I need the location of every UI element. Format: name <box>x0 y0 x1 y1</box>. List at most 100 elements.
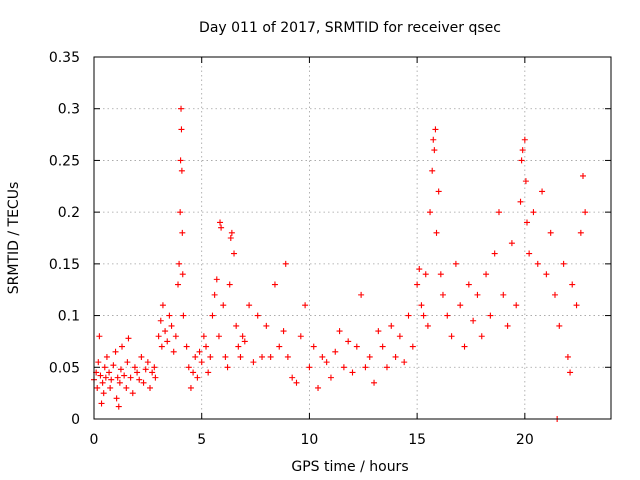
data-point <box>200 333 207 340</box>
data-point <box>142 366 149 373</box>
data-point <box>297 333 304 340</box>
data-point <box>517 198 524 205</box>
data-point <box>218 224 225 231</box>
data-point <box>500 291 507 298</box>
data-point <box>435 188 442 195</box>
data-point <box>213 276 220 283</box>
data-point <box>319 353 326 360</box>
data-point <box>180 312 187 319</box>
data-point <box>409 343 416 350</box>
data-point <box>226 281 233 288</box>
data-point <box>237 353 244 360</box>
data-point <box>123 384 130 391</box>
data-point <box>220 302 227 309</box>
chart-title: Day 011 of 2017, SRMTID for receiver qse… <box>199 20 501 36</box>
data-point <box>519 147 526 154</box>
data-point <box>140 379 147 386</box>
data-point <box>530 209 537 216</box>
data-point <box>155 333 162 340</box>
data-point <box>336 328 343 335</box>
y-tick-label: 0.3 <box>58 102 80 118</box>
data-point <box>437 271 444 278</box>
data-point <box>375 328 382 335</box>
data-point <box>282 260 289 267</box>
data-point <box>418 302 425 309</box>
data-point <box>439 291 446 298</box>
data-point <box>190 369 197 376</box>
data-point <box>358 291 365 298</box>
data-point <box>392 353 399 360</box>
data-point <box>302 302 309 309</box>
data-point <box>107 384 114 391</box>
data-point <box>149 369 156 376</box>
data-point <box>396 333 403 340</box>
data-point <box>461 343 468 350</box>
data-point <box>152 374 159 381</box>
data-point <box>203 343 210 350</box>
data-point <box>115 403 122 410</box>
data-point <box>110 362 117 369</box>
data-point <box>157 317 164 324</box>
data-point <box>448 333 455 340</box>
data-point <box>192 353 199 360</box>
x-axis-label: GPS time / hours <box>291 459 408 475</box>
data-point <box>211 291 218 298</box>
data-point <box>491 250 498 257</box>
data-point <box>345 338 352 345</box>
y-tick-label: 0.25 <box>49 153 80 169</box>
data-point <box>543 271 550 278</box>
data-point <box>205 369 212 376</box>
y-tick-label: 0.2 <box>58 205 80 221</box>
data-point <box>379 343 386 350</box>
data-point <box>560 260 567 267</box>
data-point <box>518 157 525 164</box>
data-point <box>134 369 141 376</box>
data-point <box>526 250 533 257</box>
data-point <box>293 379 300 386</box>
data-point <box>465 281 472 288</box>
data-point <box>147 384 154 391</box>
data-point <box>401 359 408 366</box>
data-point <box>207 353 214 360</box>
data-point <box>431 147 438 154</box>
data-point <box>422 271 429 278</box>
x-axis: 0 5 10 15 20 <box>90 57 534 448</box>
data-point <box>332 348 339 355</box>
data-point <box>227 235 234 241</box>
data-point <box>405 312 412 319</box>
data-point <box>198 359 205 366</box>
data-point <box>97 372 104 379</box>
data-point <box>284 353 291 360</box>
data-point <box>567 369 574 376</box>
data-point <box>432 126 439 133</box>
data-point <box>239 333 246 340</box>
grid <box>94 57 611 419</box>
data-point <box>327 374 334 381</box>
data-point <box>131 364 138 371</box>
data-point <box>99 379 106 386</box>
data-point <box>353 343 360 350</box>
data-point <box>101 364 108 371</box>
data-point <box>483 271 490 278</box>
data-point <box>522 178 529 185</box>
data-point <box>117 366 124 373</box>
data-point <box>523 219 530 226</box>
data-point <box>470 317 477 324</box>
data-point <box>98 400 105 407</box>
data-point <box>136 376 143 383</box>
data-point <box>556 322 563 329</box>
data-point <box>452 260 459 267</box>
data-point <box>159 302 166 309</box>
data-point <box>116 379 123 386</box>
data-point <box>179 271 186 278</box>
data-point <box>178 105 185 112</box>
data-point <box>280 328 287 335</box>
data-point <box>119 343 126 350</box>
data-point <box>416 266 423 273</box>
data-point <box>444 312 451 319</box>
data-point <box>224 364 231 371</box>
data-point <box>577 229 584 236</box>
data-point <box>246 302 253 309</box>
x-tick-label: 5 <box>197 432 206 448</box>
